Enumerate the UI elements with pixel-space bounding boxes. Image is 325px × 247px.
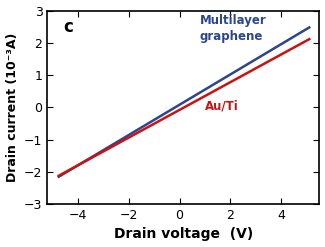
Y-axis label: Drain current (10⁻³A): Drain current (10⁻³A) bbox=[6, 33, 19, 182]
Text: Multilayer
graphene: Multilayer graphene bbox=[200, 14, 266, 43]
Text: c: c bbox=[64, 18, 73, 36]
X-axis label: Drain voltage  (V): Drain voltage (V) bbox=[114, 227, 253, 242]
Text: Au/Ti: Au/Ti bbox=[205, 100, 239, 113]
